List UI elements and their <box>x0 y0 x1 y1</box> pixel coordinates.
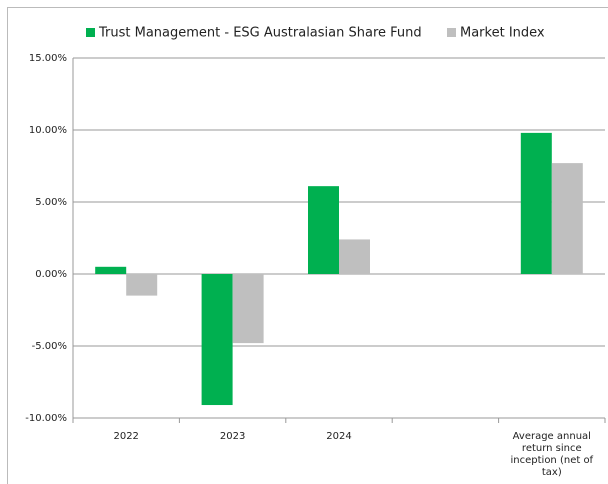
legend: Trust Management - ESG Australasian Shar… <box>86 26 545 41</box>
y-tick-label: 0.00% <box>35 269 67 280</box>
legend-label: Trust Management - ESG Australasian Shar… <box>98 26 422 41</box>
legend-swatch <box>86 28 95 37</box>
x-tick-label: 2023 <box>220 431 245 442</box>
y-tick-label: 10.00% <box>29 125 67 136</box>
x-tick-label: 2022 <box>113 431 138 442</box>
y-tick-label: 15.00% <box>29 53 67 64</box>
bar <box>339 239 370 274</box>
chart-frame <box>7 7 608 484</box>
label-line: tax) <box>542 467 562 478</box>
x-tick-label: Average annual return since inception (net… <box>511 431 594 478</box>
label-line: inception (net of <box>511 455 594 466</box>
legend-label: Market Index <box>460 26 545 41</box>
bar <box>551 163 583 274</box>
bar <box>95 266 127 274</box>
bar <box>232 274 264 344</box>
y-tick-label: -5.00% <box>32 341 67 352</box>
x-tick-label: 2024 <box>326 431 351 442</box>
legend-swatch <box>447 28 456 37</box>
bar <box>126 274 158 296</box>
label-line: Average annual <box>513 431 591 442</box>
bar <box>308 186 339 274</box>
y-tick-label: 5.00% <box>35 197 67 208</box>
bar <box>520 132 552 274</box>
bar <box>201 274 233 406</box>
y-tick-label: -10.00% <box>25 413 67 424</box>
label-line: return since <box>522 443 582 454</box>
